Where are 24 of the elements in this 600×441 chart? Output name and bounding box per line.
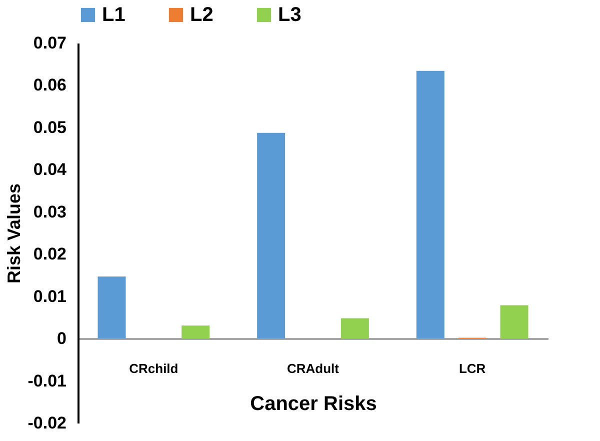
y-tick-label: -0.02 <box>28 414 66 432</box>
y-tick-label: 0.07 <box>33 34 66 52</box>
bar <box>98 276 126 339</box>
y-tick-label: -0.01 <box>28 371 66 390</box>
legend-label: L2 <box>190 4 214 26</box>
y-tick-label: 0.04 <box>33 160 68 180</box>
y-tick-label: 0 <box>57 329 66 348</box>
bar <box>500 305 528 339</box>
legend-label: L1 <box>102 4 126 26</box>
bar <box>340 318 369 339</box>
legend-label: L3 <box>278 4 302 26</box>
x-tick-label: LCR <box>458 361 486 376</box>
x-tick-label: CRAdult <box>287 361 340 376</box>
y-axis-title: Risk Values <box>4 183 24 284</box>
y-tick-label: 0.03 <box>33 202 66 222</box>
y-tick-label: 0.06 <box>33 76 66 95</box>
y-tick-label: 0.02 <box>33 244 66 264</box>
y-tick-label: 0.01 <box>33 286 66 306</box>
bar <box>416 70 444 339</box>
x-tick-label: CRchild <box>129 361 178 376</box>
bar <box>257 132 286 339</box>
x-axis-title: Cancer Risks <box>250 393 377 416</box>
y-tick-label: 0.05 <box>33 118 66 137</box>
bar <box>182 325 210 339</box>
